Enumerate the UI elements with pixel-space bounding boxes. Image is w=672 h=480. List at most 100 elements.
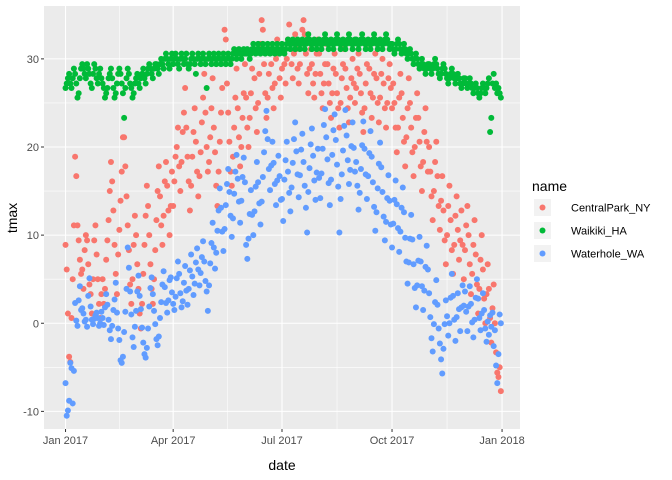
- data-point: [444, 313, 451, 320]
- data-point: [282, 46, 289, 53]
- data-point: [269, 40, 276, 47]
- data-point: [475, 295, 482, 302]
- data-point: [200, 94, 207, 101]
- data-point: [264, 136, 271, 143]
- data-point: [134, 288, 141, 295]
- data-point: [373, 75, 380, 82]
- data-point: [104, 84, 111, 91]
- data-point: [116, 226, 123, 233]
- data-point: [274, 177, 281, 184]
- data-point: [432, 55, 439, 62]
- data-point: [228, 55, 235, 62]
- x-tick-label: Jan 2018: [479, 435, 524, 447]
- data-point: [166, 65, 173, 72]
- data-point: [447, 217, 454, 224]
- data-point: [208, 240, 215, 247]
- data-point: [355, 206, 362, 213]
- data-point: [367, 128, 374, 135]
- data-point: [249, 65, 256, 72]
- data-point: [428, 193, 435, 200]
- data-point: [273, 202, 280, 209]
- legend-item-label: CentralPark_NY: [571, 203, 651, 215]
- data-point: [176, 163, 183, 170]
- data-point: [256, 70, 263, 77]
- data-point: [128, 311, 135, 318]
- data-point: [228, 182, 235, 189]
- y-axis-title: tmax: [4, 203, 20, 233]
- data-point: [124, 244, 131, 251]
- data-point: [155, 70, 162, 77]
- data-point: [312, 196, 319, 203]
- data-point: [263, 107, 270, 114]
- data-point: [466, 75, 473, 82]
- data-point: [133, 307, 140, 314]
- data-point: [237, 163, 244, 170]
- data-point: [145, 325, 152, 332]
- data-point: [369, 94, 376, 101]
- data-point: [165, 297, 172, 304]
- data-point: [202, 277, 209, 284]
- data-point: [493, 80, 500, 87]
- data-point: [239, 114, 246, 121]
- data-point: [491, 327, 498, 334]
- data-point: [229, 215, 236, 222]
- data-point: [155, 333, 162, 340]
- data-point: [82, 75, 89, 82]
- data-point: [490, 281, 497, 288]
- data-point: [247, 90, 254, 97]
- data-point: [228, 233, 235, 240]
- data-point: [323, 134, 330, 141]
- data-point: [98, 308, 105, 315]
- data-point: [201, 70, 208, 77]
- data-point: [453, 314, 460, 321]
- data-point: [414, 90, 421, 97]
- data-point: [244, 124, 251, 131]
- data-point: [200, 238, 207, 245]
- data-point: [218, 109, 225, 116]
- data-point: [325, 46, 332, 53]
- data-point: [270, 159, 277, 166]
- data-point: [141, 241, 148, 248]
- data-point: [164, 182, 171, 189]
- data-point: [484, 318, 491, 325]
- data-point: [62, 380, 69, 387]
- data-point: [141, 75, 148, 82]
- data-point: [300, 17, 307, 24]
- data-point: [269, 138, 276, 145]
- data-point: [178, 304, 185, 311]
- data-point: [255, 99, 262, 106]
- data-point: [122, 163, 129, 170]
- data-point: [116, 65, 123, 72]
- data-point: [464, 328, 471, 335]
- data-point: [75, 237, 82, 244]
- data-point: [436, 226, 443, 233]
- data-point: [201, 258, 208, 265]
- data-point: [412, 50, 419, 57]
- data-point: [383, 124, 390, 131]
- data-point: [233, 65, 240, 72]
- data-point: [79, 305, 86, 312]
- data-point: [279, 40, 285, 47]
- data-point: [310, 152, 317, 159]
- y-tick-label: 0: [33, 318, 39, 330]
- data-point: [112, 279, 119, 286]
- y-axis: -10 0 10 20 30: [23, 54, 44, 418]
- data-point: [131, 323, 138, 330]
- data-point: [495, 84, 502, 91]
- data-point: [117, 197, 124, 204]
- data-point: [459, 282, 466, 289]
- data-point: [186, 267, 193, 274]
- data-point: [68, 314, 75, 321]
- data-point: [383, 218, 390, 225]
- data-point: [350, 144, 357, 151]
- data-point: [418, 55, 425, 62]
- data-point: [218, 204, 225, 211]
- data-point: [155, 163, 162, 170]
- data-point: [149, 291, 156, 298]
- data-point: [75, 297, 82, 304]
- data-point: [339, 61, 346, 68]
- legend-item-label: Waikiki_HA: [571, 226, 627, 238]
- data-point: [398, 204, 405, 211]
- data-point: [299, 130, 306, 137]
- data-point: [433, 277, 440, 284]
